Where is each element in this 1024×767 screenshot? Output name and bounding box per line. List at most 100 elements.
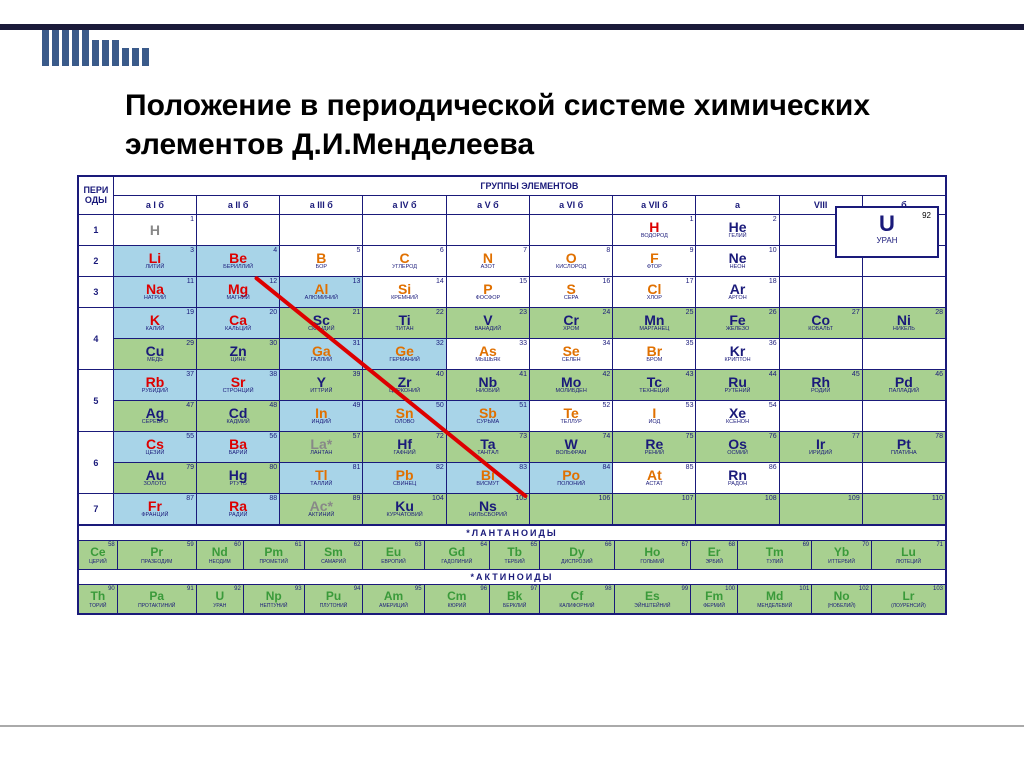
periods-header: ПЕРИ ОДЫ	[78, 176, 113, 215]
element-cell: 66DyДИСПРОЗИЙ	[540, 541, 614, 570]
element-cell: 101MdМЕНДЕЛЕВИЙ	[738, 585, 812, 615]
element-cell: 72HfГАФНИЙ	[363, 432, 446, 463]
element-cell: 58CeЦЕРИЙ	[78, 541, 117, 570]
element-cell: 71LuЛЮТЕЦИЙ	[871, 541, 946, 570]
element-cell: 56BaБАРИЙ	[197, 432, 280, 463]
element-cell: 78PtПЛАТИНА	[862, 432, 946, 463]
element-cell: 28NiНИКЕЛЬ	[862, 308, 946, 339]
empty-cell	[862, 463, 946, 494]
element-cell: 107	[613, 494, 696, 526]
group-header: а VII б	[613, 196, 696, 215]
element-cell: 86RnРАДОН	[696, 463, 779, 494]
series-title: *АКТИНОИДЫ	[78, 570, 946, 585]
slide: Положение в периодической системе химиче…	[0, 0, 1024, 767]
empty-cell	[446, 215, 529, 246]
element-cell: 92UУРАН	[196, 585, 243, 615]
group-header: а	[696, 196, 779, 215]
element-cell: 64GdГАДОЛИНИЙ	[424, 541, 490, 570]
element-cell: 51SbСУРЬМА	[446, 401, 529, 432]
element-cell: 98CfКАЛИФОРНИЙ	[540, 585, 614, 615]
series-title: *ЛАНТАНОИДЫ	[78, 525, 946, 541]
period-number: 5	[78, 370, 113, 432]
element-cell: 1HВОДОРОД	[613, 215, 696, 246]
element-cell: 68ErЭРБИЙ	[691, 541, 738, 570]
element-cell: 11NaНАТРИЙ	[113, 277, 196, 308]
element-cell: 33AsМЫШЬЯК	[446, 339, 529, 370]
legend-name: УРАН	[837, 236, 937, 245]
top-bar	[0, 24, 1024, 30]
element-cell: 94PuПЛУТОНИЙ	[304, 585, 363, 615]
element-cell: 108	[696, 494, 779, 526]
element-cell: 1H	[113, 215, 196, 246]
element-cell: 106	[530, 494, 613, 526]
element-cell: 18ArАРГОН	[696, 277, 779, 308]
element-cell: 79AuЗОЛОТО	[113, 463, 196, 494]
element-cell: 97BkБЕРКЛИЙ	[490, 585, 540, 615]
period-number: 7	[78, 494, 113, 526]
element-cell: 2HeГЕЛИЙ	[696, 215, 779, 246]
element-cell: 52TeТЕЛЛУР	[530, 401, 613, 432]
element-cell: 41NbНИОБИЙ	[446, 370, 529, 401]
group-header: а III б	[280, 196, 363, 215]
element-cell: 102No(НОБЕЛИЙ)	[812, 585, 872, 615]
element-cell: 99EsЭЙНШТЕЙНИЙ	[614, 585, 691, 615]
periodic-table: ПЕРИ ОДЫ ГРУППЫ ЭЛЕМЕНТОВ а I ба II ба I…	[77, 175, 947, 615]
element-cell: 82PbСВИНЕЦ	[363, 463, 446, 494]
empty-cell	[280, 215, 363, 246]
element-cell: 54XeКСЕНОН	[696, 401, 779, 432]
element-cell: 46PdПАЛЛАДИЙ	[862, 370, 946, 401]
element-cell: 61PmПРОМЕТИЙ	[243, 541, 304, 570]
element-cell: 65TbТЕРБИЙ	[490, 541, 540, 570]
empty-cell	[862, 277, 946, 308]
element-cell: 14SiКРЕМНИЙ	[363, 277, 446, 308]
decorative-bars	[42, 30, 149, 66]
empty-cell	[530, 215, 613, 246]
period-number: 6	[78, 432, 113, 494]
empty-cell	[862, 401, 946, 432]
element-cell: 69TmТУЛИЙ	[738, 541, 812, 570]
element-cell: 45RhРОДИЙ	[779, 370, 862, 401]
element-cell: 88RaРАДИЙ	[197, 494, 280, 526]
bottom-rule	[0, 725, 1024, 727]
element-cell: 80HgРТУТЬ	[197, 463, 280, 494]
element-cell: 59PrПРАЗЕОДИМ	[117, 541, 196, 570]
element-cell: 62SmСАМАРИЙ	[304, 541, 363, 570]
element-cell: 39YИТТРИЙ	[280, 370, 363, 401]
element-cell: 91PaПРОТАКТИНИЙ	[117, 585, 196, 615]
element-cell: 55CsЦЕЗИЙ	[113, 432, 196, 463]
element-cell: 104KuКУРЧАТОВИЙ	[363, 494, 446, 526]
legend-num: 92	[922, 211, 931, 220]
element-cell: 87FrФРАНЦИЙ	[113, 494, 196, 526]
element-cell: 19KКАЛИЙ	[113, 308, 196, 339]
element-cell: 50SnОЛОВО	[363, 401, 446, 432]
element-cell: 70YbИТТЕРБИЙ	[812, 541, 872, 570]
element-cell: 29CuМЕДЬ	[113, 339, 196, 370]
element-cell: 63EuЕВРОПИЙ	[363, 541, 424, 570]
element-cell: 110	[862, 494, 946, 526]
element-cell: 76OsОСМИЙ	[696, 432, 779, 463]
element-cell: 13AlАЛЮМИНИЙ	[280, 277, 363, 308]
element-cell: 22TiТИТАН	[363, 308, 446, 339]
element-cell: 3LiЛИТИЙ	[113, 246, 196, 277]
group-header: а II б	[197, 196, 280, 215]
element-cell: 47AgСЕРЕБРО	[113, 401, 196, 432]
element-cell: 73TaТАНТАЛ	[446, 432, 529, 463]
element-cell: 84PoПОЛОНИЙ	[530, 463, 613, 494]
element-cell: 93NpНЕПТУНИЙ	[243, 585, 304, 615]
element-cell: 37RbРУБИДИЙ	[113, 370, 196, 401]
period-number: 4	[78, 308, 113, 370]
period-number: 1	[78, 215, 113, 246]
element-cell: 16SСЕРА	[530, 277, 613, 308]
element-cell: 43TcТЕХНЕЦИЙ	[613, 370, 696, 401]
element-cell: 17ClХЛОР	[613, 277, 696, 308]
group-header: а IV б	[363, 196, 446, 215]
period-number: 2	[78, 246, 113, 277]
element-cell: 44RuРУТЕНИЙ	[696, 370, 779, 401]
element-cell: 8OКИСЛОРОД	[530, 246, 613, 277]
group-header: а V б	[446, 196, 529, 215]
element-cell: 109	[779, 494, 862, 526]
groups-header: ГРУППЫ ЭЛЕМЕНТОВ	[113, 176, 946, 196]
empty-cell	[779, 463, 862, 494]
group-header: а VI б	[530, 196, 613, 215]
element-cell: 67HoГОЛЬМИЙ	[614, 541, 691, 570]
